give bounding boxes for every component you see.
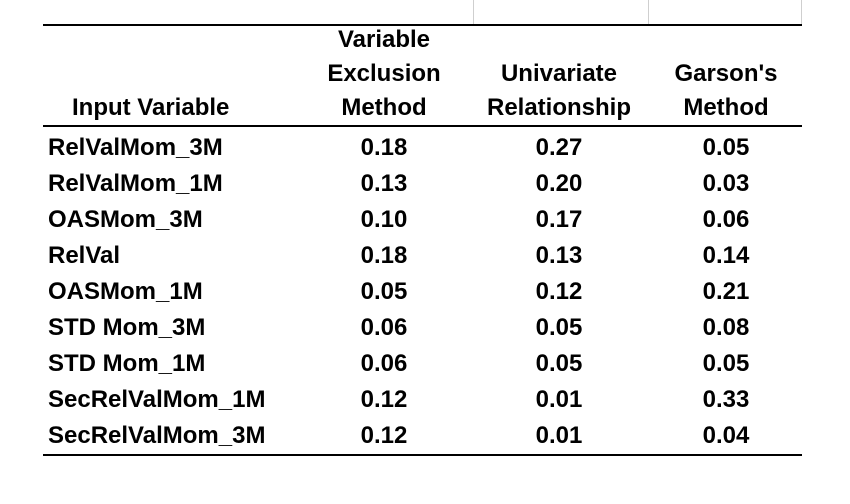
cell-variable-exclusion: 0.10 — [360, 206, 408, 233]
cell-garsons-method: 0.05 — [702, 134, 750, 161]
table-header-rule — [43, 125, 802, 127]
header-line: Input Variable — [72, 94, 230, 121]
cell-variable-exclusion: 0.06 — [360, 314, 408, 341]
cell-garsons-method: 0.33 — [702, 386, 750, 413]
header-variable-exclusion-method: Variable Exclusion Method — [318, 23, 450, 125]
cell-input-variable: STD Mom_1M — [48, 350, 206, 377]
cell-univariate-relationship: 0.27 — [535, 134, 583, 161]
cell-garsons-method: 0.21 — [702, 278, 750, 305]
header-univariate-relationship: Univariate Relationship — [470, 57, 648, 125]
cell-univariate-relationship: 0.05 — [535, 350, 583, 377]
cell-input-variable: SecRelValMom_1M — [48, 386, 266, 413]
header-line: Exclusion — [327, 60, 441, 87]
cell-input-variable: OASMom_3M — [48, 206, 203, 233]
header-line: Garson's — [674, 60, 778, 87]
header-line: Method — [683, 94, 769, 121]
header-line: Relationship — [486, 94, 631, 121]
cell-univariate-relationship: 0.13 — [535, 242, 583, 269]
header-garsons-method: Garson's Method — [660, 57, 792, 125]
cell-univariate-relationship: 0.17 — [535, 206, 583, 233]
cell-variable-exclusion: 0.18 — [360, 134, 408, 161]
cell-variable-exclusion: 0.06 — [360, 350, 408, 377]
cell-input-variable: RelValMom_1M — [48, 170, 223, 197]
cell-variable-exclusion: 0.18 — [360, 242, 408, 269]
spreadsheet-gridline-middle — [648, 0, 649, 25]
cell-input-variable: STD Mom_3M — [48, 314, 206, 341]
cell-univariate-relationship: 0.01 — [535, 386, 583, 413]
cell-garsons-method: 0.08 — [702, 314, 750, 341]
cell-variable-exclusion: 0.05 — [360, 278, 408, 305]
cell-garsons-method: 0.14 — [702, 242, 750, 269]
cell-univariate-relationship: 0.12 — [535, 278, 583, 305]
cell-garsons-method: 0.04 — [702, 422, 750, 449]
header-line: Method — [341, 94, 427, 121]
cell-variable-exclusion: 0.12 — [360, 386, 408, 413]
cell-univariate-relationship: 0.05 — [535, 314, 583, 341]
cell-garsons-method: 0.06 — [702, 206, 750, 233]
cell-univariate-relationship: 0.20 — [535, 170, 583, 197]
cell-input-variable: OASMom_1M — [48, 278, 203, 305]
cell-input-variable: RelVal — [48, 242, 121, 269]
table-top-rule — [43, 24, 802, 26]
table-bottom-rule — [43, 454, 802, 456]
cell-input-variable: RelValMom_3M — [48, 134, 223, 161]
header-line: Variable — [337, 26, 431, 53]
spreadsheet-gridline-right — [801, 0, 802, 25]
cell-garsons-method: 0.03 — [702, 170, 750, 197]
cell-garsons-method: 0.05 — [702, 350, 750, 377]
spreadsheet-gridline-left — [473, 0, 474, 25]
header-input-variable: Input Variable — [72, 91, 229, 125]
cell-variable-exclusion: 0.12 — [360, 422, 408, 449]
header-line: Univariate — [500, 60, 618, 87]
cell-univariate-relationship: 0.01 — [535, 422, 583, 449]
cell-input-variable: SecRelValMom_3M — [48, 422, 266, 449]
cell-variable-exclusion: 0.13 — [360, 170, 408, 197]
